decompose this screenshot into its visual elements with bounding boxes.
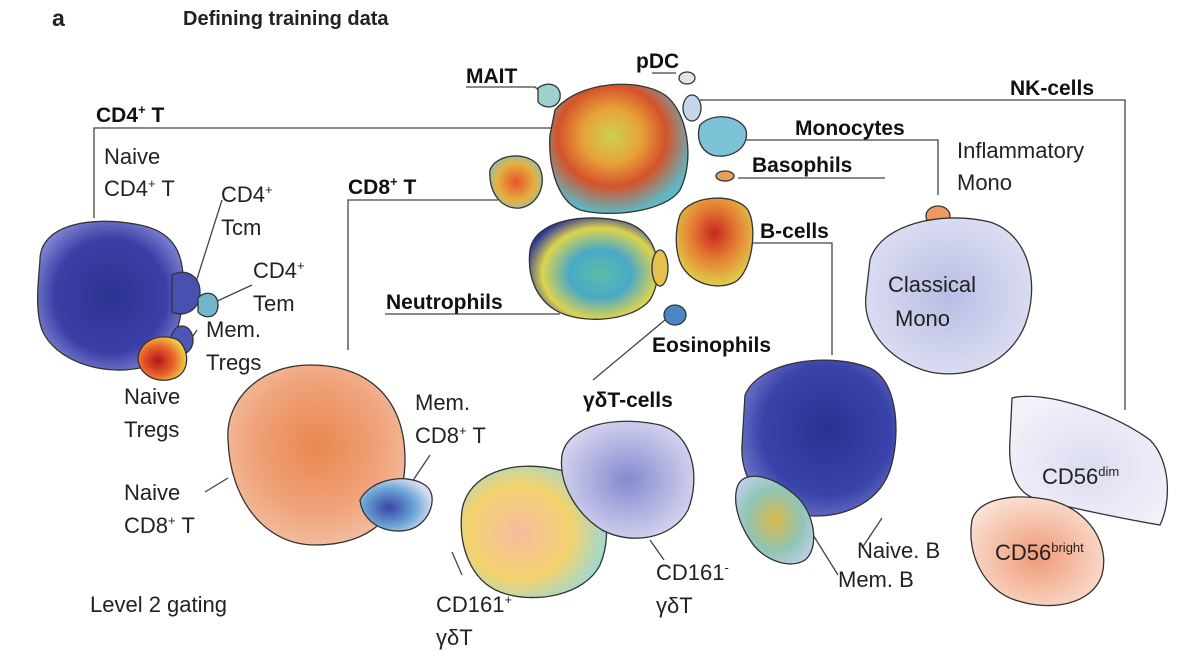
figure-title: Defining training data xyxy=(183,8,389,30)
cluster-cd4-tcm xyxy=(171,271,201,315)
cluster-cd8-small xyxy=(489,155,543,209)
label-mem-tregs-line2: Tregs xyxy=(206,350,261,375)
mait-connector xyxy=(466,86,549,99)
label-cd161p-line2: γδT xyxy=(436,625,473,650)
naive-cd8-connector xyxy=(204,477,229,493)
label-cd4t: CD4+ T xyxy=(96,102,164,127)
cd8-connector xyxy=(347,199,498,350)
label-eosinophils: Eosinophils xyxy=(652,334,771,357)
tcm-connector xyxy=(195,199,223,283)
label-neutrophils: Neutrophils xyxy=(386,291,503,314)
naive-b-connector xyxy=(861,517,883,549)
cluster-mem-b xyxy=(735,475,815,565)
cluster-basophil-blob xyxy=(697,116,748,157)
label-naive-cd4-line1: Naive xyxy=(104,144,160,169)
cluster-pdc-small xyxy=(682,94,702,122)
label-inflammatory-mono-line2: Mono xyxy=(957,170,1012,195)
cluster-bcells-top xyxy=(675,197,754,287)
cluster-cd4-tem xyxy=(197,292,219,318)
cluster-eosinophils xyxy=(663,304,687,326)
label-cd161m-line1: CD161- xyxy=(656,560,729,585)
label-naive-cd8-line2: CD8+ T xyxy=(124,513,195,538)
cluster-gdt-cd161m xyxy=(560,420,695,539)
label-cd56dim: CD56dim xyxy=(1042,464,1119,489)
label-mem-cd8-line1: Mem. xyxy=(415,390,470,415)
label-cd161m-line2: γδT xyxy=(656,593,693,618)
label-bcells: B-cells xyxy=(760,220,829,243)
monocytes-connector xyxy=(745,139,939,195)
label-naive-b: Naive. B xyxy=(857,538,940,563)
cluster-gdt-cd161p xyxy=(460,465,608,599)
cd161m-connector xyxy=(649,539,665,561)
cluster-pdc xyxy=(678,71,696,85)
cluster-cd56dim xyxy=(1009,395,1169,526)
label-naive-tregs-line2: Tregs xyxy=(124,417,179,442)
tem-connector xyxy=(212,284,253,304)
cluster-neutrophils xyxy=(528,217,659,320)
cluster-lineage-main xyxy=(549,83,689,215)
label-mem-tregs-line1: Mem. xyxy=(206,317,261,342)
nk-connector xyxy=(700,99,1126,410)
mem-b-connector xyxy=(809,529,839,576)
label-cd4-tem-line2: Tem xyxy=(253,291,295,316)
label-basophils: Basophils xyxy=(752,154,852,177)
cluster-cd8-mem xyxy=(359,478,433,532)
label-inflammatory-mono-line1: Inflammatory xyxy=(957,138,1084,163)
cluster-cd56bright xyxy=(970,496,1105,607)
cluster-mait xyxy=(537,83,561,108)
label-cd161p-line1: CD161+ xyxy=(436,592,512,617)
label-gdt-cells: γδT-cells xyxy=(583,389,673,412)
label-nk-cells: NK-cells xyxy=(1010,77,1094,100)
label-mem-b: Mem. B xyxy=(838,567,914,592)
panel-letter: a xyxy=(52,5,65,31)
label-monocytes: Monocytes xyxy=(795,117,905,140)
label-cd4-tcm-line2: Tcm xyxy=(221,215,261,240)
label-cd8t: CD8+ T xyxy=(348,174,416,199)
gdt-connector xyxy=(592,319,666,381)
label-level2-gating: Level 2 gating xyxy=(90,592,227,617)
label-naive-tregs-line1: Naive xyxy=(124,384,180,409)
cluster-basophils xyxy=(715,170,735,182)
label-mait: MAIT xyxy=(466,65,517,88)
label-cd4-tem-line1: CD4+ xyxy=(253,258,305,283)
label-naive-cd4-line2: CD4+ T xyxy=(104,176,175,201)
label-cd56bright: CD56bright xyxy=(995,540,1084,565)
label-classical-mono-line1: Classical xyxy=(888,272,976,297)
bcells-connector xyxy=(735,242,833,355)
label-classical-mono-line2: Mono xyxy=(895,306,950,331)
cd4-connector xyxy=(93,127,555,218)
label-naive-cd8-line1: Naive xyxy=(124,480,180,505)
label-cd4-tcm-line1: CD4+ xyxy=(221,182,273,207)
cd161p-connector xyxy=(451,551,463,576)
cluster-classical-mono xyxy=(865,217,1033,375)
label-mem-cd8-line2: CD8+ T xyxy=(415,423,486,448)
cluster-small-1 xyxy=(651,249,669,287)
label-pdc: pDC xyxy=(636,50,679,73)
clusters xyxy=(36,71,1169,607)
cluster-naive-tregs xyxy=(137,336,188,381)
